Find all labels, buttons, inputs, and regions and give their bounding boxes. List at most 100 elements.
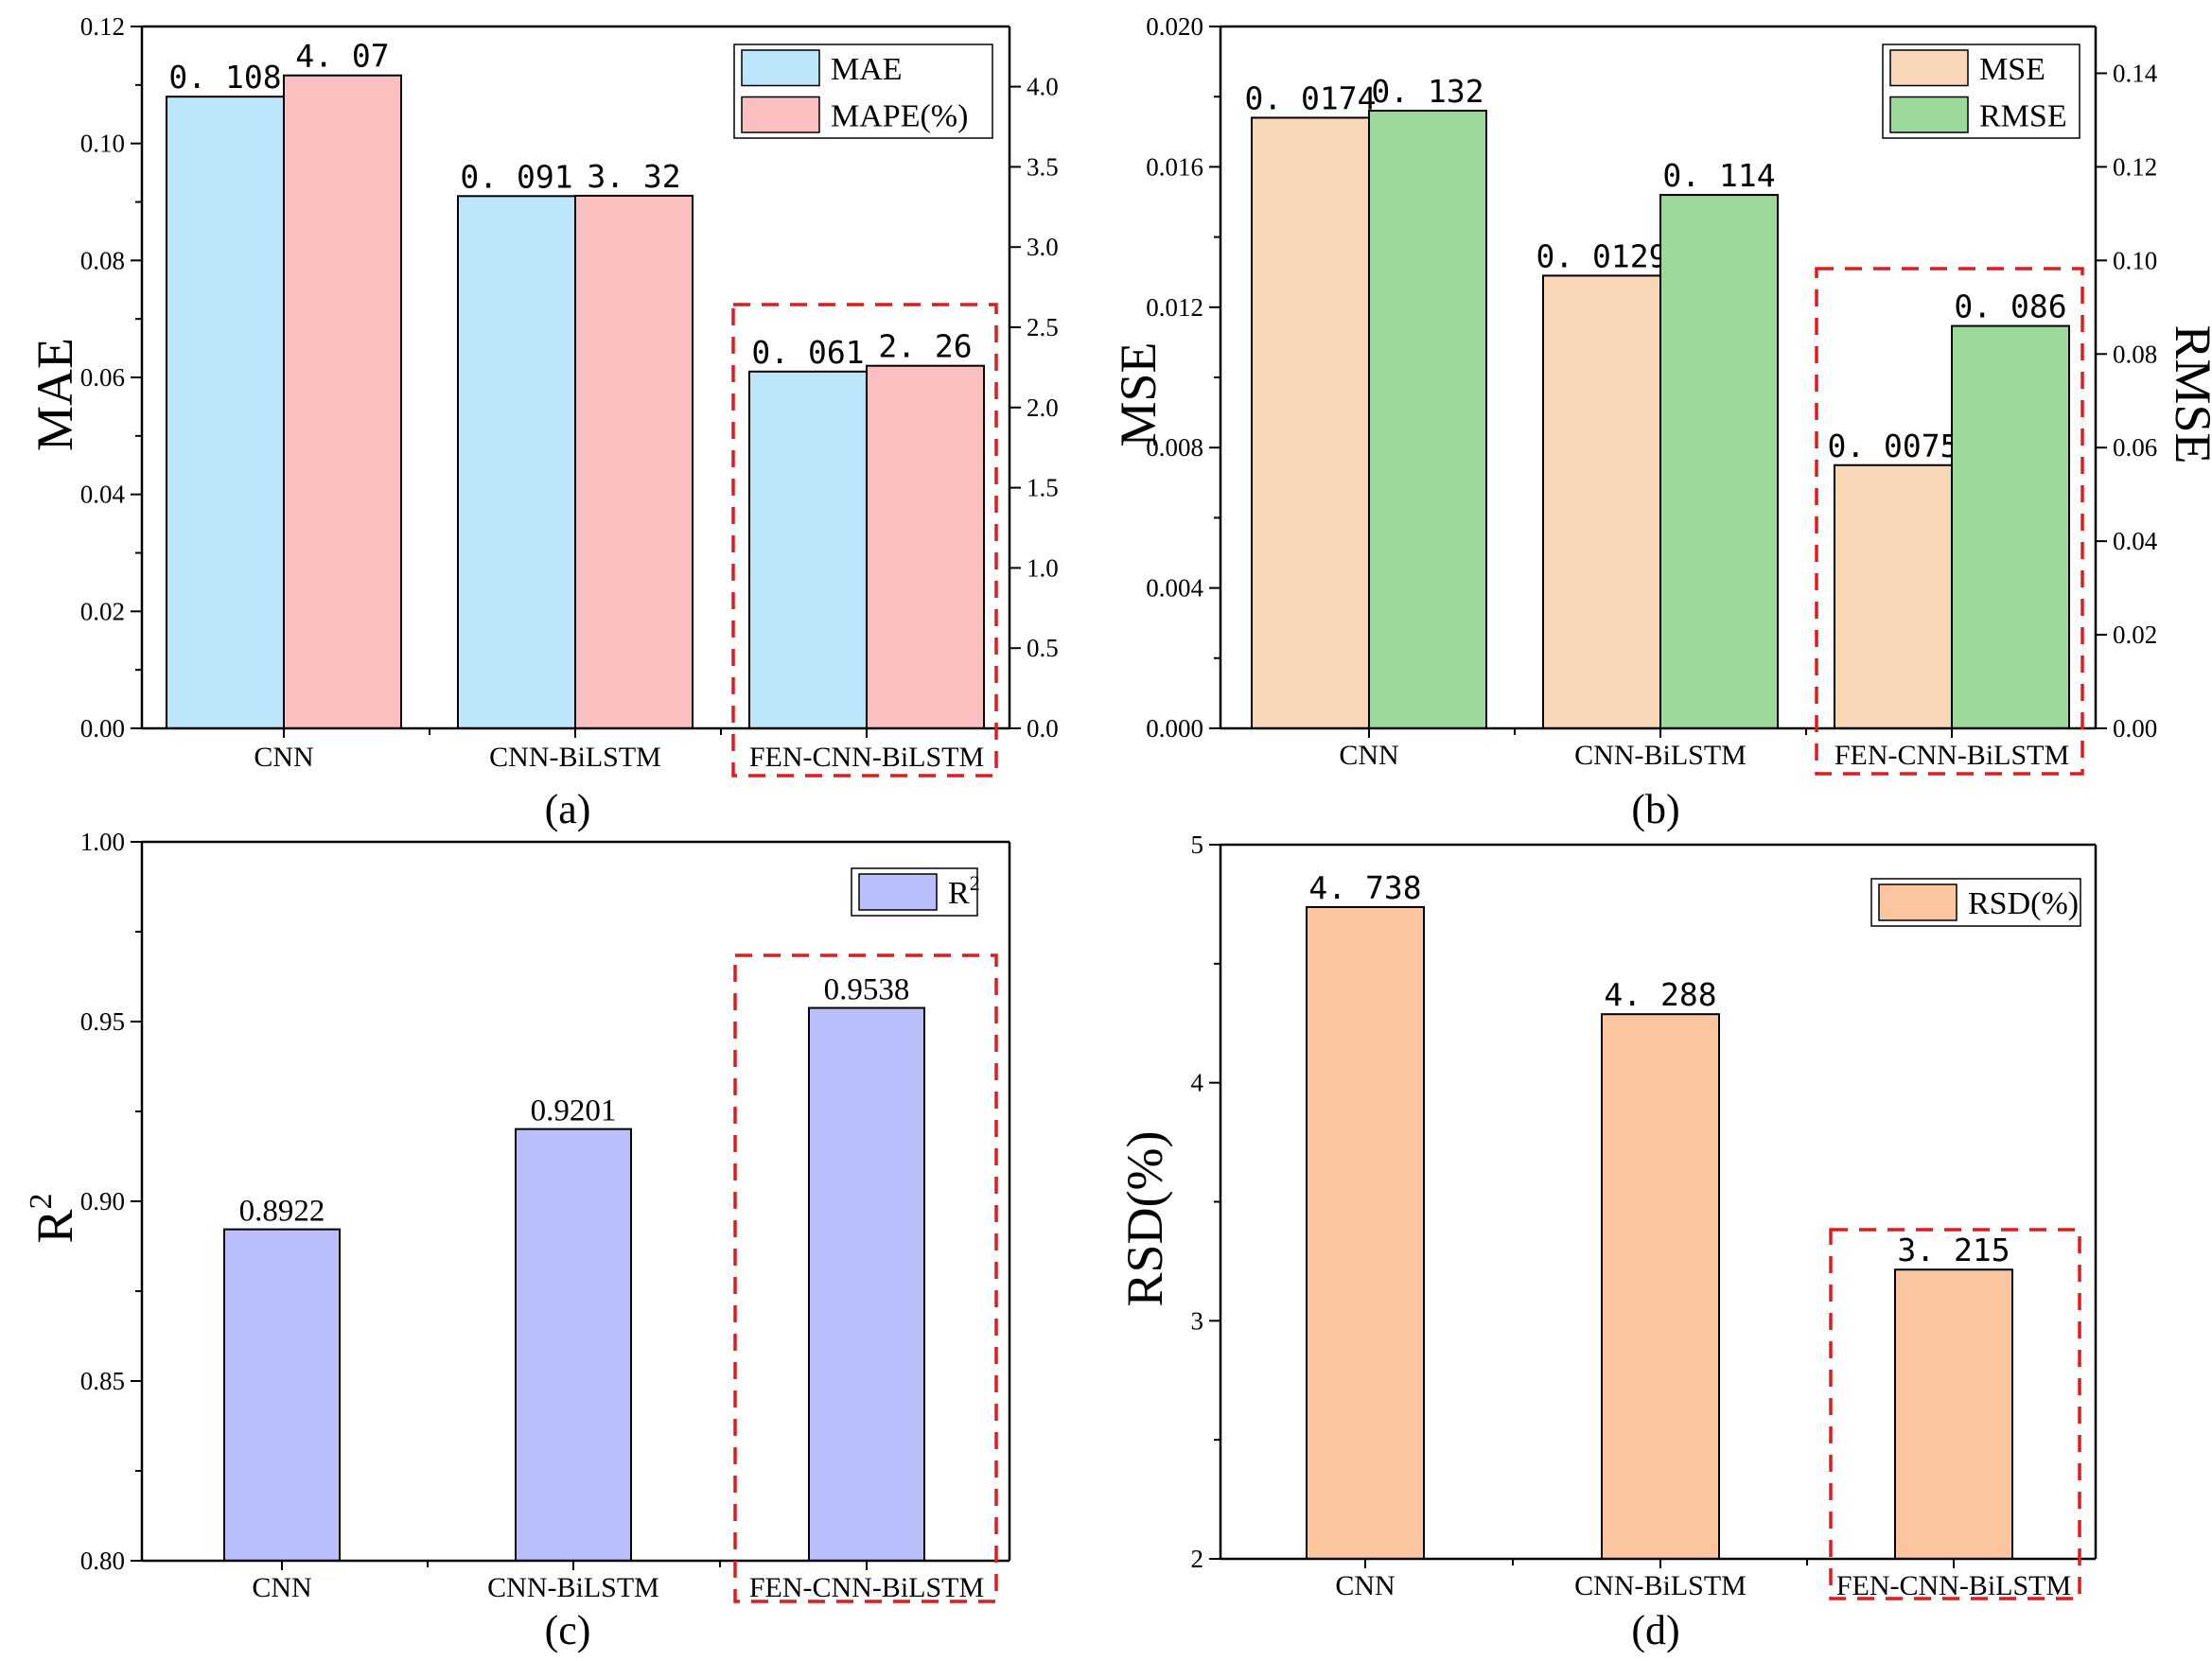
legend-swatch [741,49,820,87]
x-tick-label: CNN-BiLSTM [487,1572,659,1603]
y-tick-label: 0.012 [1146,293,1203,322]
x-tick-label: CNN-BiLSTM [1574,740,1747,771]
highlight-box [1829,1228,2081,1600]
x-tick-label: FEN-CNN-BiLSTM [749,742,984,773]
bar [1306,905,1425,1560]
y-tick-label: 0.85 [80,1367,125,1395]
bar [1542,274,1661,729]
y-tick-label: 0.12 [80,12,125,41]
y-tick-label: 0.020 [1146,12,1203,41]
y2-tick-label: 2.5 [1027,313,1059,341]
data-label: 0. 0075 [1827,428,1958,464]
panel-label: (a) [545,786,591,832]
bar [1659,194,1779,729]
y-tick-label: 0.04 [80,481,126,509]
legend-swatch [1889,96,1969,133]
y2-tick-label: 4.0 [1027,73,1059,101]
bar [1834,463,1953,729]
legend-label: MAPE(%) [831,98,968,133]
y-tick-label: 0.000 [1146,714,1203,743]
bar [223,1228,341,1562]
legend-label: MAE [831,52,903,87]
data-label: 0. 0174 [1244,79,1376,116]
bar [1951,324,2070,729]
data-label: 0.9201 [531,1094,617,1128]
bar [1251,116,1370,729]
y2-tick-label: 0.08 [2113,340,2157,368]
y2-tick-label: 0.06 [2113,433,2157,462]
y-tick-label: 3 [1191,1306,1204,1335]
y-tick-label: 0.02 [80,597,125,625]
y2-tick-label: 0.10 [2113,246,2157,274]
legend-label: RMSE [1979,98,2067,133]
highlight-box [731,303,998,778]
y-tick-label: 0.016 [1146,152,1203,181]
data-label: 3. 215 [1897,1232,2010,1268]
legend-swatch [741,96,820,133]
data-label: 0. 132 [1371,73,1483,110]
chart-panel-c: 0.8922 0.9201 0.9538 0.80 0.85 0.90 0.95 1.00 CN… [24,828,1011,1653]
x-tick-label: CNN [252,1572,311,1603]
y2-tick-label: 3.5 [1027,152,1059,181]
y-tick-label: 5 [1191,830,1204,859]
x-tick-label: CNN [1339,740,1398,771]
x-tick-label: FEN-CNN-BiLSTM [749,1572,984,1603]
y-tick-label: 0.06 [80,363,125,392]
data-label: 0. 114 [1662,157,1775,194]
bar [166,96,285,729]
bar [515,1128,632,1562]
bar [283,74,402,729]
y2-axis-title: RMSE [2165,324,2212,463]
data-label: 4. 288 [1604,976,1716,1013]
x-tick-label: CNN-BiLSTM [489,742,661,773]
chart-panel-b: 0. 0174 0. 0129 0. 0075 0. 132 0. 114 0. 086 0… [1110,12,2212,832]
panel-label: (b) [1631,786,1679,832]
panel-label: (c) [545,1607,591,1653]
y-tick-label: 0.008 [1146,433,1203,462]
x-tick-label: CNN [1335,1570,1395,1601]
data-label: 0. 108 [168,59,281,96]
highlight-box [1815,267,2084,776]
bar [1894,1268,2013,1560]
data-label: 0. 061 [751,334,864,371]
y-tick-label: 2 [1191,1545,1204,1573]
y-axis-title: R2 [24,1193,83,1243]
panel-label: (d) [1631,1607,1679,1653]
y-tick-label: 0.08 [80,246,125,274]
bar [457,195,576,730]
data-label: 2. 26 [878,328,972,365]
bar [574,194,693,730]
y2-tick-label: 0.02 [2113,621,2157,649]
y2-tick-label: 3.0 [1027,233,1059,261]
legend-swatch [858,873,938,911]
y-tick-label: 4 [1191,1069,1204,1097]
y2-tick-label: 2.0 [1027,393,1059,422]
bar [1601,1013,1720,1560]
y-tick-label: 0.90 [80,1187,125,1215]
legend-label: MSE [1979,52,2045,87]
data-label: 3. 32 [587,158,680,195]
y-tick-label: 0.10 [80,130,125,158]
y-tick-label: 0.004 [1146,574,1203,603]
y2-tick-label: 1.0 [1027,553,1059,582]
bar [808,1006,925,1563]
bar [748,370,868,729]
x-tick-label: FEN-CNN-BiLSTM [1836,1570,2071,1601]
y2-tick-label: 0.04 [2113,527,2158,555]
y2-tick-label: 0.14 [2113,59,2158,87]
x-tick-label: CNN [254,742,313,773]
y-tick-label: 0.80 [80,1547,125,1575]
y2-tick-label: 0.12 [2113,152,2157,181]
data-label: 4. 07 [295,38,389,75]
y-axis-title: MSE [1110,341,1167,446]
chart-panel-a: 0. 108 0. 091 0. 061 4. 07 3. 32 2. 26 0.00 0.0… [26,12,1059,832]
bar [1368,110,1487,730]
data-label: 0. 086 [1954,288,2066,325]
legend-swatch [1889,49,1969,87]
data-label: 0.8922 [239,1195,325,1229]
y-tick-label: 1.00 [80,828,125,856]
highlight-box [733,953,998,1603]
x-tick-label: FEN-CNN-BiLSTM [1835,740,2069,771]
y2-tick-label: 0.5 [1027,634,1059,662]
data-label: 0. 091 [460,158,572,195]
